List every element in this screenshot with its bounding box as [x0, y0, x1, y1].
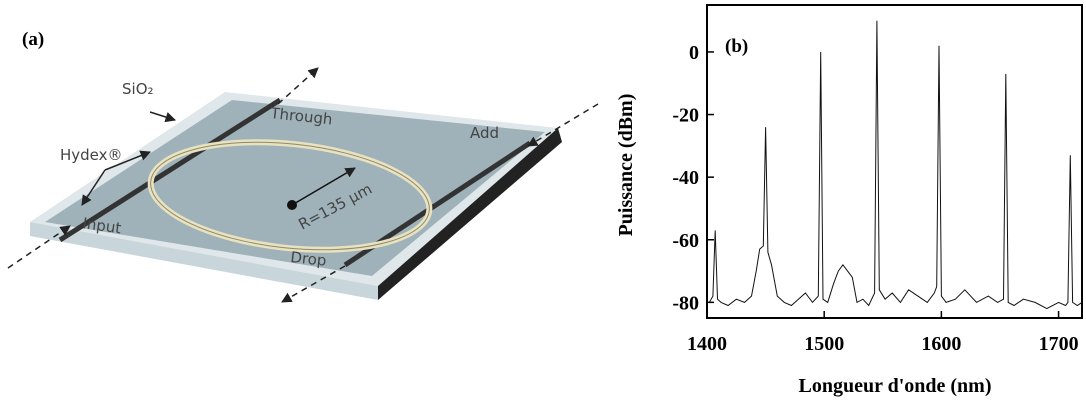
add-arrow — [527, 103, 599, 147]
ring-edge — [150, 141, 430, 251]
panel-b: Longueur d'onde (nm) Puissance (dBm) (b)… — [615, 4, 1083, 397]
bus-waveguide — [58, 97, 282, 243]
spectrum-line — [708, 20, 1083, 310]
x-tick-label: 1600 — [921, 333, 961, 355]
drop-arrow — [281, 265, 346, 303]
input-label: Input — [81, 214, 122, 237]
core-arrow — [104, 150, 151, 171]
x-axis-title: Longueur d'onde (nm) — [798, 375, 991, 397]
y-tick-label: -60 — [672, 230, 699, 252]
input-arrow — [7, 225, 71, 269]
x-tick-label: 1500 — [804, 333, 844, 355]
y-tick-label: -40 — [672, 167, 699, 189]
y-tick-label: 0 — [689, 42, 699, 64]
x-tick-label: 1400 — [687, 333, 727, 355]
radius-arrow — [291, 167, 356, 206]
slab-front — [30, 222, 378, 300]
cladding-label: SiO₂ — [122, 80, 154, 98]
core-layer — [45, 100, 545, 276]
add-label: Add — [470, 124, 499, 142]
core-label: Hydex® — [60, 146, 123, 164]
slab-side — [378, 128, 562, 300]
y-axis-title: Puissance (dBm) — [615, 94, 637, 237]
plot-frame — [706, 4, 1083, 319]
x-tick-label: 1700 — [1039, 333, 1079, 355]
drop-label: Drop — [290, 248, 328, 270]
core-arrow — [81, 169, 106, 206]
y-tick-label: -20 — [672, 105, 699, 127]
y-tick-label: -80 — [672, 292, 699, 314]
cladding-arrow — [149, 111, 177, 123]
panel-label: (a) — [22, 29, 44, 50]
panel-label: (b) — [725, 36, 748, 57]
through-arrow — [277, 67, 319, 105]
panel-a: (a) SiO₂ Hydex® Through Add Input Drop R… — [7, 29, 599, 303]
